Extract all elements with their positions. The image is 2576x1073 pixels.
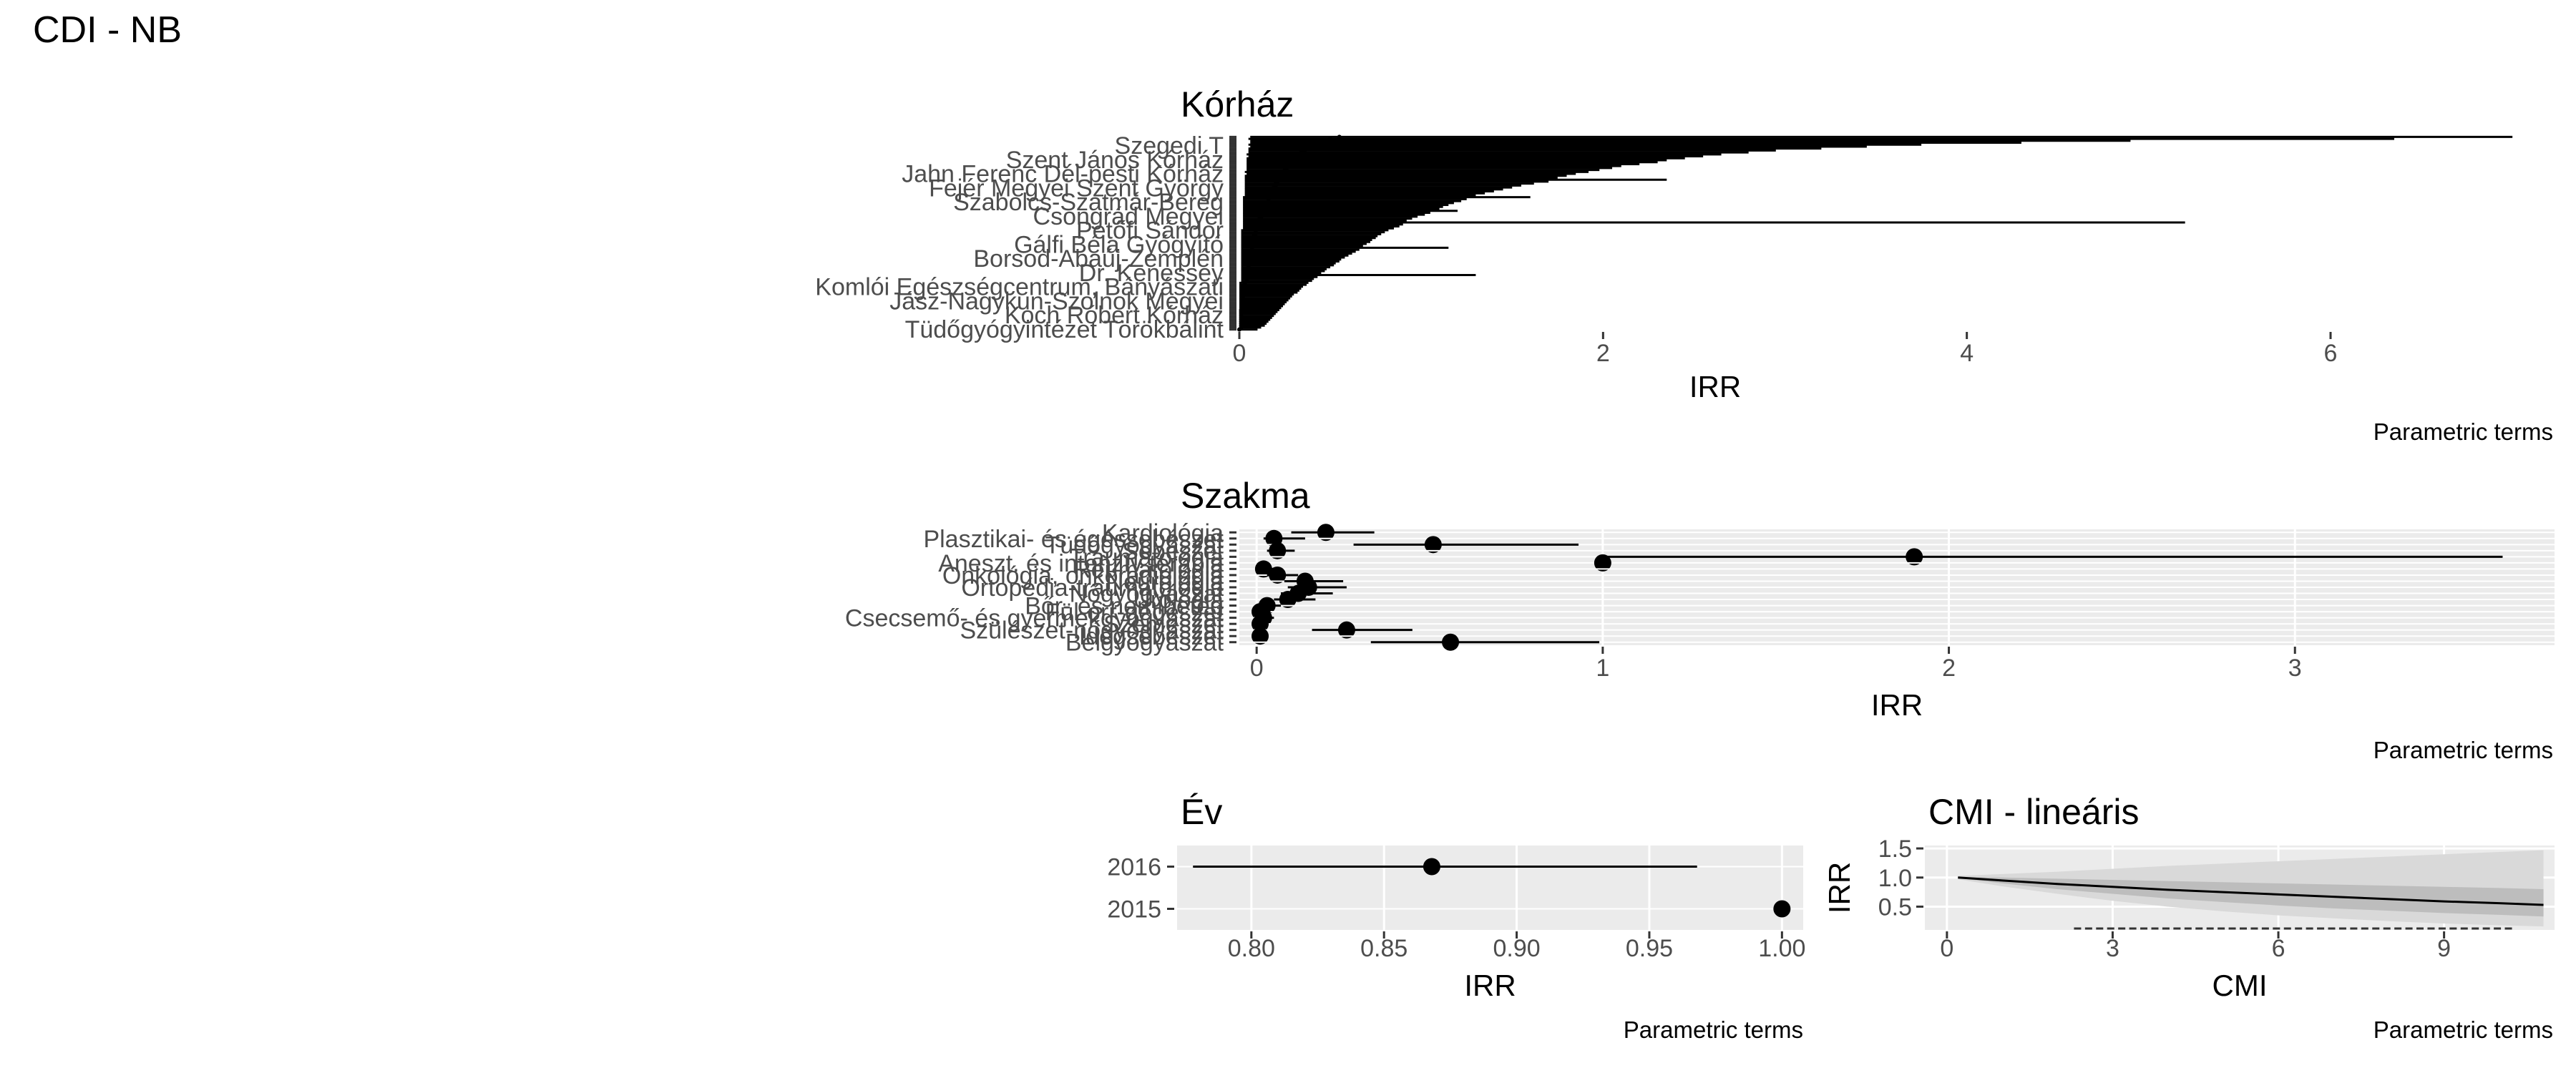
estimate-point: [1237, 327, 1241, 332]
y-tick-label: 0.5: [1878, 893, 1912, 921]
x-tick-label: 0.85: [1360, 935, 1407, 962]
category-label: Ortopédia-traumatológia: [961, 574, 1224, 602]
x-tick-label: 0: [1233, 340, 1246, 367]
category-label: Szemészet: [1103, 611, 1224, 638]
category-label: Szegedi T: [1115, 132, 1224, 160]
irr-line: [1958, 876, 2544, 906]
category-label: Reumatológia: [1073, 556, 1224, 583]
category-label: Plasztikai- és égéssebészet: [923, 526, 1224, 553]
category-label: Tüdőgyógyintézet Törökbálint: [905, 316, 1224, 343]
category-label: Aneszt. és intenzív terápia: [938, 550, 1224, 577]
category-label: Borsod-Abaúj-Zemplén: [973, 245, 1224, 273]
category-label: Urológia: [1133, 587, 1224, 614]
x-tick-label: 0: [1940, 935, 1953, 962]
x-tick-label: 3: [2106, 935, 2119, 962]
category-label: Traumatológia: [1069, 544, 1224, 571]
category-label: Jahn Ferenc Dél-pesti Kórház: [902, 161, 1224, 188]
category-label: Jász-Nagykun-Szolnok Megyei: [889, 288, 1224, 315]
category-label: Belgyógyászat: [1065, 629, 1224, 657]
x-tick-label: 9: [2437, 935, 2451, 962]
panel-caption: Parametric terms: [2373, 1016, 2553, 1043]
estimate-point: [1442, 633, 1460, 651]
panel-title: Kórház: [1181, 84, 1294, 124]
estimate-point: [1317, 524, 1335, 542]
category-label: Nőgyógyászat: [1070, 581, 1224, 608]
category-label: Komlói Egészségcentrum, Bányászati: [815, 274, 1224, 301]
category-label: Koch Róbert Kórház: [1005, 302, 1224, 329]
x-tick-label: 4: [1960, 340, 1974, 367]
category-label: 2015: [1107, 896, 1161, 923]
estimate-point: [1252, 627, 1269, 645]
x-axis-title: CMI: [2212, 969, 2268, 1002]
x-tick-label: 6: [2324, 340, 2338, 367]
panel-background: [1177, 846, 1803, 930]
panel-title: Szakma: [1181, 476, 1310, 516]
estimate-point: [1269, 542, 1287, 559]
estimate-point: [1423, 858, 1440, 876]
x-tick-label: 2: [1942, 655, 1956, 682]
category-label: Petőfi Sándor: [1076, 217, 1224, 245]
y-axis-title: IRR: [1823, 862, 1856, 913]
category-label: Gálfi Béla Gyógyító: [1014, 231, 1224, 258]
category-label: Csecsemő- és gyermekgyógyászat: [845, 605, 1224, 632]
category-label: Dr. Kenessey: [1079, 260, 1224, 287]
estimate-point: [1337, 621, 1355, 639]
x-tick-label: 1.00: [1758, 935, 1805, 962]
x-axis-title: IRR: [1871, 688, 1923, 722]
panel-ev: Év 2016 2015 0.80 0.85 0.90 0.95 1.00 IRR Paramet…: [1107, 792, 1805, 1043]
category-label: Onkológia, onkoradiológia: [942, 562, 1224, 589]
category-label: Szülészet-nőgyógyászat: [960, 617, 1224, 645]
x-axis-title: IRR: [1689, 370, 1741, 403]
panel-title: Év: [1181, 792, 1222, 832]
page-title: CDI - NB: [33, 9, 182, 51]
estimate-point: [1773, 900, 1791, 918]
x-tick-label: 0: [1250, 655, 1264, 682]
x-tick-label: 0.80: [1228, 935, 1275, 962]
panel-caption: Parametric terms: [2373, 737, 2553, 763]
category-label: Neurológia: [1106, 568, 1224, 595]
y-tick-label: 1.0: [1878, 865, 1912, 892]
category-label: Sebészet: [1122, 538, 1224, 565]
x-tick-label: 0.90: [1493, 935, 1540, 962]
category-label: Szent János Kórház: [1006, 147, 1224, 174]
estimate-point: [1906, 548, 1923, 566]
panel-caption: Parametric terms: [1624, 1016, 1803, 1043]
category-label: Bőr- és nemibeteg: [1025, 593, 1224, 620]
category-label: Csongrád Megyei: [1033, 203, 1224, 230]
estimate-point: [1252, 615, 1269, 633]
x-tick-label: 2: [1596, 340, 1610, 367]
category-label: Idegsebészet: [1079, 623, 1224, 650]
panel-title: CMI - lineáris: [1928, 792, 2139, 832]
x-tick-label: 1: [1596, 655, 1609, 682]
category-label: Fül-orr-gégészet: [1045, 599, 1224, 626]
x-axis-title: IRR: [1464, 969, 1516, 1002]
estimate-point: [1269, 566, 1287, 584]
x-tick-label: 0.95: [1626, 935, 1673, 962]
category-label: Fejér Megyei Szent György: [929, 175, 1224, 202]
estimate-point: [1594, 554, 1611, 572]
x-tick-label: 3: [2288, 655, 2302, 682]
category-label: Kardiológia: [1102, 519, 1224, 547]
panel-cmi: CMI - lineáris 0.51.01.5 0 3 6 9 CMI IRR Paramet…: [1823, 792, 2555, 1043]
estimate-point: [1279, 591, 1297, 609]
panel-caption: Parametric terms: [2373, 418, 2553, 445]
estimate-point: [1424, 536, 1442, 554]
x-tick-label: 6: [2272, 935, 2285, 962]
category-label: Tüdőgyógyászat: [1045, 531, 1224, 559]
category-label: 2016: [1107, 854, 1161, 881]
estimate-point: [1254, 560, 1272, 578]
category-label: Szabolcs-Szatmár-Bereg: [953, 189, 1224, 216]
y-tick-label: 1.5: [1878, 836, 1912, 863]
